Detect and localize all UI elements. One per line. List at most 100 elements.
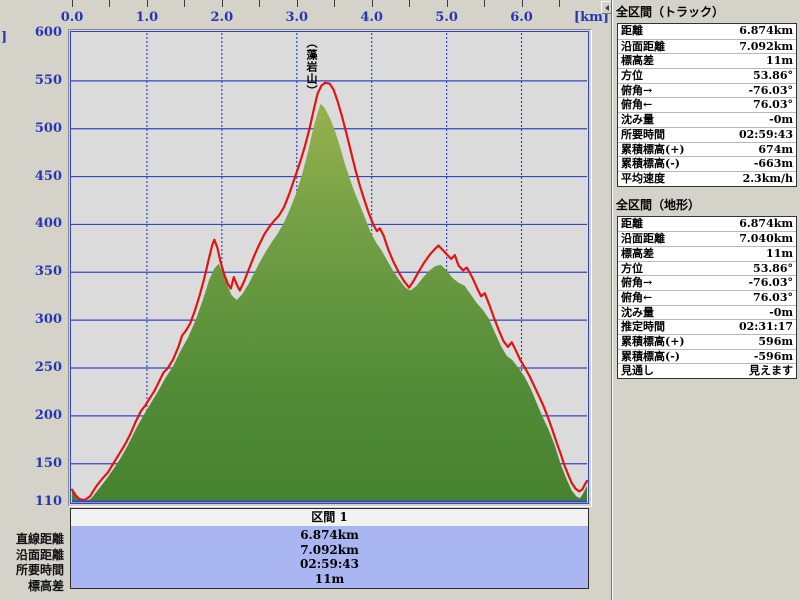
table-row: 方位 53.86° <box>618 260 796 276</box>
row-label: 沈み量 <box>621 305 654 319</box>
segment-value: 7.092km <box>300 542 359 557</box>
row-label: 俯角← <box>621 291 653 304</box>
y-axis-label: 110 <box>34 494 62 509</box>
row-label: 距離 <box>621 216 643 230</box>
x-axis-unit: [km] <box>573 10 609 25</box>
table-row: 累積標高(+) 596m <box>618 334 796 349</box>
table-row: 距離 6.874km <box>618 217 796 232</box>
row-value: 6.874km <box>739 216 793 230</box>
ruler-tick <box>521 0 523 7</box>
row-value: 7.040km <box>739 232 793 246</box>
ruler-tick <box>558 0 560 7</box>
table-row: 累積標高(-) -663m <box>618 156 796 171</box>
section-title: 全区間（トラック） <box>616 3 797 21</box>
y-axis-label: 400 <box>34 216 62 232</box>
table-row: 沿面距離 7.092km <box>618 38 796 54</box>
row-label: 方位 <box>621 261 643 275</box>
ruler-tick <box>409 0 411 7</box>
row-label: 標高差 <box>621 54 654 68</box>
ruler-tick <box>296 0 298 7</box>
row-label: 累積標高(+) <box>621 335 685 349</box>
ruler-tick <box>484 0 486 7</box>
row-value: -596m <box>753 349 793 363</box>
row-label: 沿面距離 <box>621 232 665 246</box>
row-value: 見えます <box>749 364 793 378</box>
section-title: 全区間（地形） <box>616 196 797 214</box>
footer-label: 所要時間 <box>15 563 64 577</box>
row-label: 見通し <box>621 364 654 378</box>
footer-label: 標高差 <box>27 578 64 593</box>
y-axis-label: 250 <box>34 360 62 375</box>
row-value: 11m <box>766 54 793 68</box>
stats-table: 距離 6.874km 沿面距離 7.040km 標高差 11m 方位 53.86° 俯角→ -76… <box>617 215 797 380</box>
elevation-chart[interactable]: （藻岩山） <box>70 31 589 504</box>
table-row: 標高差 11m <box>618 53 796 68</box>
row-label: 俯角← <box>621 98 653 112</box>
table-row: 俯角← 76.03° <box>618 97 796 112</box>
row-value: 674m <box>758 142 793 156</box>
table-row: 沈み量 -0m <box>618 112 796 127</box>
y-axis-label: 550 <box>34 72 62 88</box>
ruler-tick <box>334 0 336 7</box>
row-label: 所要時間 <box>621 127 665 141</box>
row-value: 76.03° <box>753 291 793 304</box>
y-axis-label: 600 <box>34 25 62 40</box>
row-value: -663m <box>753 157 793 171</box>
section-gap <box>612 187 800 193</box>
table-row: 俯角← 76.03° <box>618 290 796 305</box>
section-gap <box>612 379 800 385</box>
row-label: 標高差 <box>621 246 654 260</box>
x-axis-label: 2.0 <box>210 10 234 25</box>
peak-annotation: （藻岩山） <box>305 37 318 97</box>
elevation-chart-svg <box>70 31 589 504</box>
row-value: -0m <box>769 305 793 319</box>
ruler-tick <box>221 0 223 7</box>
row-value: 02:59:43 <box>738 127 793 141</box>
ruler-tick <box>184 0 186 7</box>
ruler-tick <box>446 0 448 7</box>
row-value: 53.86° <box>753 261 793 275</box>
right-panel: 全区間（トラック） 距離 6.874km 沿面距離 7.092km 標高差 11m 方位 53.… <box>611 0 800 600</box>
row-value: 2.3km/h <box>742 171 793 185</box>
table-row: 所要時間 02:59:43 <box>618 126 796 142</box>
ruler-tick <box>109 0 111 7</box>
table-row: 累積標高(-) -596m <box>618 348 796 364</box>
row-value: -76.03° <box>748 276 793 290</box>
row-value: 7.092km <box>739 39 793 53</box>
ruler-tick <box>371 0 373 7</box>
y-axis-label: 500 <box>34 120 62 136</box>
table-row: 平均速度 2.3km/h <box>618 170 796 186</box>
table-row: 俯角→ -76.03° <box>618 275 796 290</box>
row-value: -76.03° <box>748 83 793 97</box>
segment-header: 区間 1 <box>70 508 589 527</box>
x-axis-label: 6.0 <box>510 10 533 25</box>
x-axis-label: 1.0 <box>135 10 159 25</box>
y-axis-label: 350 <box>34 264 62 280</box>
y-axis-label: 200 <box>34 407 62 423</box>
x-axis-label: 5.0 <box>435 10 458 25</box>
table-row: 推定時間 02:31:17 <box>618 319 796 334</box>
row-value: 02:31:17 <box>738 320 793 334</box>
ruler-tick <box>146 0 148 7</box>
table-row: 方位 53.86° <box>618 68 796 83</box>
table-row: 沈み量 -0m <box>618 304 796 320</box>
x-axis-label: 0.0 <box>60 10 84 25</box>
row-label: 方位 <box>621 69 643 83</box>
row-label: 推定時間 <box>621 320 665 334</box>
row-label: 累積標高(-) <box>621 157 680 171</box>
segment-value: 6.874km <box>300 528 359 542</box>
table-row: 距離 6.874km <box>618 24 796 39</box>
ruler-tick <box>72 0 73 7</box>
footer-label: 沿面距離 <box>15 547 64 562</box>
track-line <box>70 81 589 502</box>
x-axis-label: 3.0 <box>285 10 309 25</box>
segment-value: 02:59:43 <box>300 557 359 571</box>
row-value: -0m <box>769 113 793 127</box>
row-value: 53.86° <box>753 69 793 83</box>
segment-value: 11m <box>314 571 345 586</box>
table-row: 沿面距離 7.040km <box>618 231 796 246</box>
row-label: 距離 <box>621 24 643 37</box>
x-axis-label: 4.0 <box>360 10 383 25</box>
table-row: 俯角→ -76.03° <box>618 82 796 98</box>
y-axis-unit-remnant: ] <box>1 30 8 45</box>
